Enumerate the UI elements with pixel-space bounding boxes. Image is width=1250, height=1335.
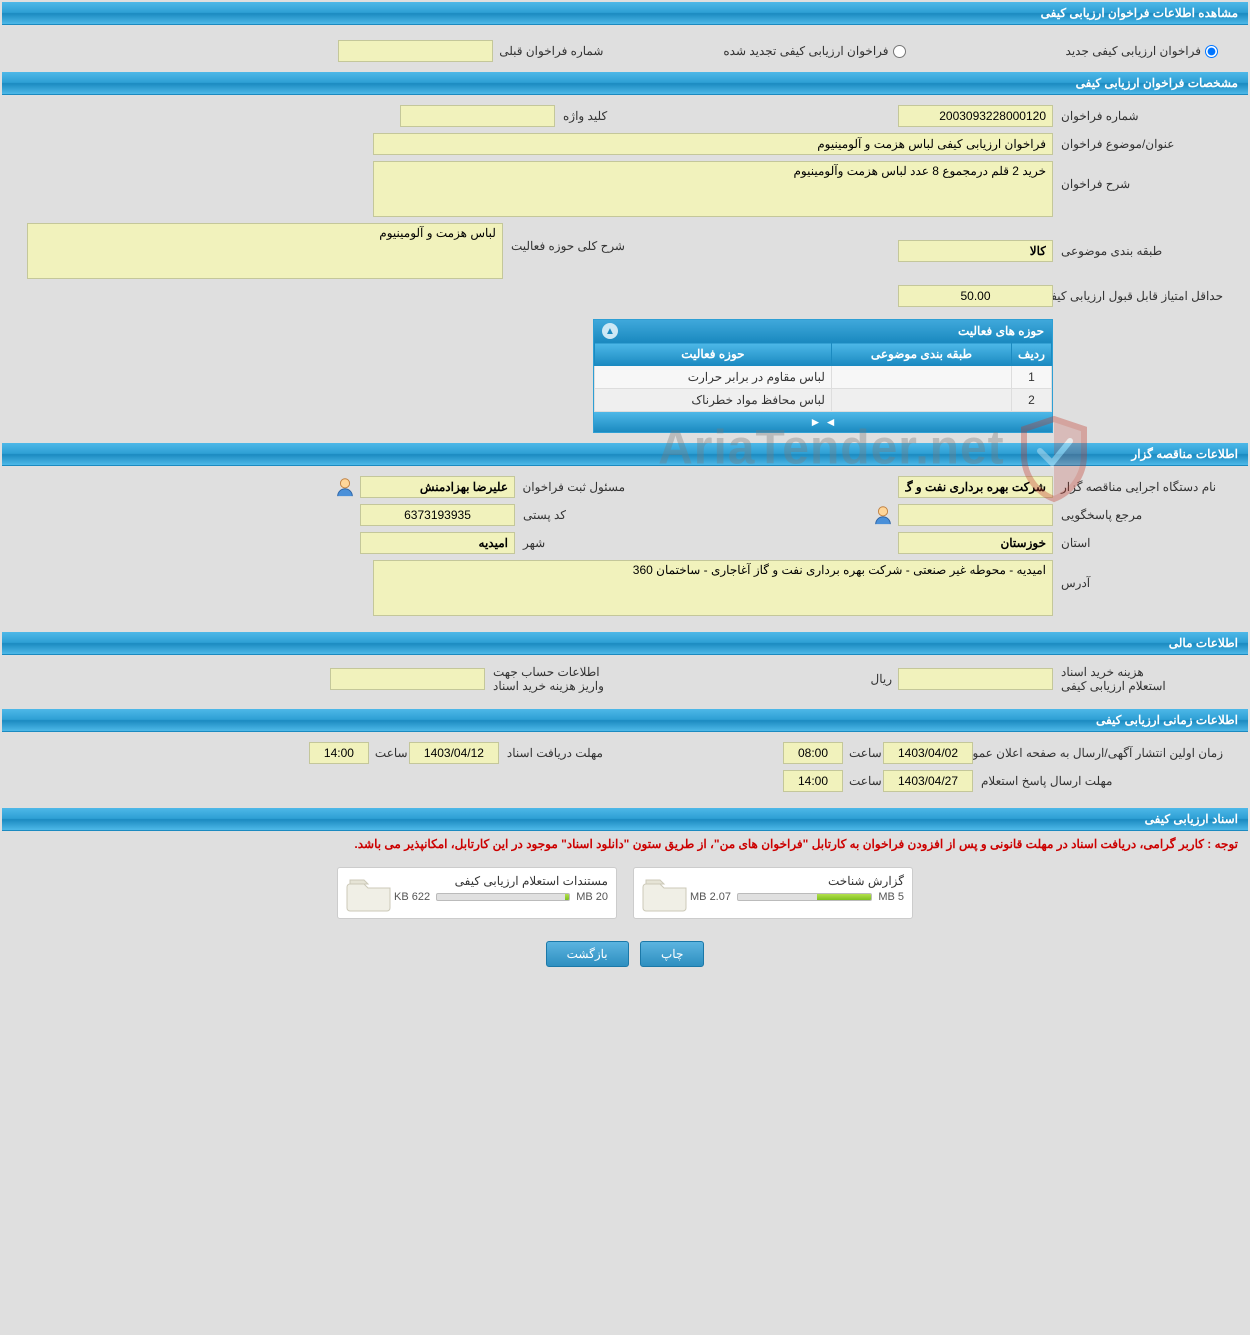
city-label: شهر (515, 536, 625, 550)
file-card[interactable]: مستندات استعلام ارزیابی کیفی 20 MB 622 K… (337, 867, 617, 919)
radio-new-label: فراخوان ارزیابی کیفی جدید (1066, 44, 1201, 58)
account-label: اطلاعات حساب جهت واریز هزینه خرید اسناد (485, 665, 625, 693)
back-button[interactable]: بازگشت (546, 941, 629, 967)
desc-textarea[interactable] (373, 161, 1053, 217)
category-input[interactable] (898, 240, 1053, 262)
files-row: گزارش شناخت 5 MB 2.07 MB مستندات استعلام… (2, 857, 1248, 929)
response-time[interactable] (783, 770, 843, 792)
deadline-date[interactable] (409, 742, 499, 764)
activity-table: ردیف طبقه بندی موضوعی حوزه فعالیت 1لباس … (594, 342, 1052, 412)
responder-label: مرجع پاسخگویی (1053, 508, 1223, 522)
activity-panel-header: حوزه های فعالیت ▲ (594, 320, 1052, 342)
min-score-label: حداقل امتیاز قابل قبول ارزیابی کیفی (1053, 289, 1223, 303)
postal-label: کد پستی (515, 508, 625, 522)
col-category: طبقه بندی موضوعی (831, 343, 1011, 366)
file-card[interactable]: گزارش شناخت 5 MB 2.07 MB (633, 867, 913, 919)
doc-cost-label: هزینه خرید اسناد استعلام ارزیابی کیفی (1053, 665, 1223, 693)
spec-header: مشخصات فراخوان ارزیابی کیفی (2, 72, 1248, 95)
prev-number-label: شماره فراخوان قبلی (493, 44, 603, 58)
deadline-time[interactable] (309, 742, 369, 764)
prev-number-input[interactable] (338, 40, 493, 62)
docs-header: اسناد ارزیابی کیفی (2, 808, 1248, 831)
address-textarea[interactable] (373, 560, 1053, 616)
button-row: چاپ بازگشت (2, 929, 1248, 987)
time-label-2: ساعت (369, 746, 409, 760)
radio-new[interactable] (1205, 45, 1218, 58)
user-icon-2[interactable] (872, 504, 894, 526)
table-row[interactable]: 2لباس محافظ مواد خطرناک (595, 389, 1052, 412)
time-label-3: ساعت (843, 774, 883, 788)
province-input[interactable] (898, 532, 1053, 554)
spec-body: شماره فراخوان کلید واژه عنوان/موضوع فراخ… (2, 95, 1248, 443)
activity-panel-title: حوزه های فعالیت (958, 324, 1044, 338)
responder-input[interactable] (898, 504, 1053, 526)
reg-input[interactable] (360, 476, 515, 498)
reg-label: مسئول ثبت فراخوان (515, 480, 625, 494)
postal-input[interactable] (360, 504, 515, 526)
min-score-input[interactable] (898, 285, 1053, 307)
timing-body: زمان اولین انتشار آگهی/ارسال به صفحه اعل… (2, 732, 1248, 808)
province-label: استان (1053, 536, 1223, 550)
timing-header: اطلاعات زمانی ارزیابی کیفی (2, 709, 1248, 732)
desc-label: شرح فراخوان (1053, 161, 1223, 191)
radio-renewed[interactable] (893, 45, 906, 58)
page-title: مشاهده اطلاعات فراخوان ارزیابی کیفی (1041, 6, 1238, 20)
folder-icon (642, 874, 690, 914)
deadline-label: مهلت دریافت اسناد (499, 746, 609, 760)
collapse-icon[interactable]: ▲ (602, 323, 618, 339)
docs-notice: توجه : کاربر گرامی، دریافت اسناد در مهلت… (2, 831, 1248, 857)
account-input[interactable] (330, 668, 485, 690)
area-textarea[interactable] (27, 223, 503, 279)
table-pager[interactable]: ◄ ► (594, 412, 1052, 432)
radio-renewed-label: فراخوان ارزیابی کیفی تجدید شده (723, 44, 888, 58)
response-label: مهلت ارسال پاسخ استعلام (973, 774, 1223, 788)
page-title-bar: مشاهده اطلاعات فراخوان ارزیابی کیفی (2, 2, 1248, 25)
time-label-1: ساعت (843, 746, 883, 760)
keyword-label: کلید واژه (555, 109, 625, 123)
folder-icon (346, 874, 394, 914)
area-label: شرح کلی حوزه فعالیت (503, 223, 625, 253)
address-label: آدرس (1053, 560, 1223, 590)
print-button[interactable]: چاپ (640, 941, 704, 967)
currency-label: ریال (870, 672, 892, 686)
subject-input[interactable] (373, 133, 1053, 155)
table-row[interactable]: 1لباس مقاوم در برابر حرارت (595, 366, 1052, 389)
publish-date[interactable] (883, 742, 973, 764)
publish-time[interactable] (783, 742, 843, 764)
doc-cost-input[interactable] (898, 668, 1053, 690)
user-icon[interactable] (334, 476, 356, 498)
exec-input[interactable] (898, 476, 1053, 498)
activity-panel: حوزه های فعالیت ▲ ردیف طبقه بندی موضوعی … (593, 319, 1053, 433)
exec-label: نام دستگاه اجرایی مناقصه گزار (1053, 480, 1223, 494)
publish-label: زمان اولین انتشار آگهی/ارسال به صفحه اعل… (973, 746, 1223, 760)
number-label: شماره فراخوان (1053, 109, 1223, 123)
col-activity: حوزه فعالیت (595, 343, 832, 366)
org-header: اطلاعات مناقصه گزار (2, 443, 1248, 466)
subject-label: عنوان/موضوع فراخوان (1053, 137, 1223, 151)
city-input[interactable] (360, 532, 515, 554)
response-date[interactable] (883, 770, 973, 792)
keyword-input[interactable] (400, 105, 555, 127)
org-body: نام دستگاه اجرایی مناقصه گزار مسئول ثبت … (2, 466, 1248, 632)
col-row: ردیف (1012, 343, 1052, 366)
category-label: طبقه بندی موضوعی (1053, 244, 1223, 258)
financial-body: هزینه خرید اسناد استعلام ارزیابی کیفی ری… (2, 655, 1248, 709)
number-input[interactable] (898, 105, 1053, 127)
call-type-row: فراخوان ارزیابی کیفی جدید فراخوان ارزیاب… (2, 25, 1248, 72)
financial-header: اطلاعات مالی (2, 632, 1248, 655)
